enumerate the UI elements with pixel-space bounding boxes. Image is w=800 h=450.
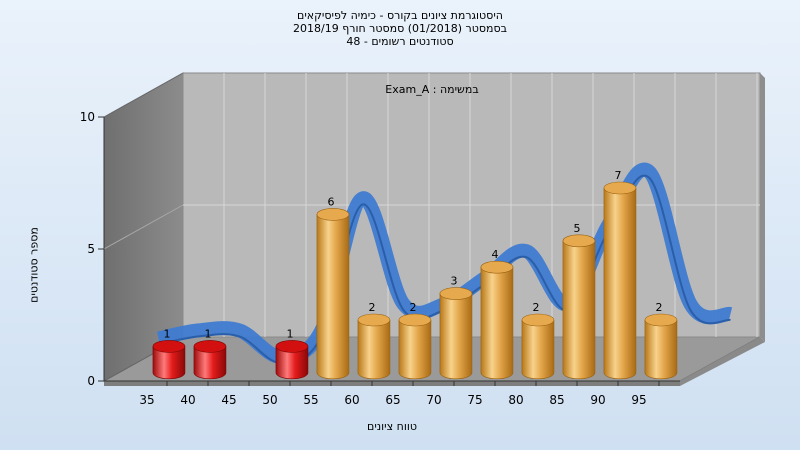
x-tick-label: 35	[139, 393, 154, 407]
chart-title-block: היסטוגרמת ציונים בקורס - כימיה לפיסיקאים…	[0, 9, 800, 48]
bar-top	[275, 340, 309, 353]
chart-floor-right-edge	[680, 337, 765, 386]
bar	[398, 313, 432, 380]
bar-value-label: 1	[204, 327, 211, 340]
bar-value-label: 4	[491, 248, 498, 261]
bar-body	[439, 293, 473, 380]
bar	[603, 181, 637, 380]
bar-body	[644, 319, 678, 380]
bar	[644, 313, 678, 380]
y-axis-label: מספר סטודנטים	[27, 227, 41, 303]
chart-floor-front-edge	[104, 381, 680, 386]
bar-value-label: 2	[409, 301, 416, 314]
y-tick-label: 10	[80, 110, 95, 124]
bar-value-label: 1	[286, 327, 293, 340]
bar	[275, 340, 309, 380]
bar-top	[316, 208, 350, 221]
bar-body	[357, 319, 391, 380]
bar	[562, 234, 596, 380]
bar	[316, 208, 350, 380]
bar-body	[193, 346, 227, 380]
task-annotation: Exam_A : במשימה	[385, 83, 478, 96]
bar-top	[562, 234, 596, 248]
y-tick-label: 0	[87, 374, 95, 388]
x-tick-label: 95	[631, 393, 646, 407]
bar	[357, 313, 391, 380]
chart-title-line-3: סטודנטים רשומים - 48	[346, 35, 454, 48]
bar-body	[480, 266, 514, 380]
bar	[193, 340, 227, 380]
bar-value-label: 1	[163, 327, 170, 340]
bar-body	[521, 319, 555, 380]
bar-top	[439, 287, 473, 300]
bar-top	[480, 260, 514, 274]
chart-back-wall-right-edge	[760, 73, 765, 342]
bar-body	[152, 346, 186, 380]
bar-top	[398, 313, 432, 327]
bar	[521, 313, 555, 380]
bar-body	[398, 319, 432, 380]
bar-top	[193, 340, 227, 353]
x-tick-label: 40	[180, 393, 195, 407]
bar	[152, 340, 186, 380]
x-axis: 35 40 45 50 55 60 65 70 75 80 85 90 95	[139, 381, 660, 407]
x-tick-label: 90	[590, 393, 605, 407]
bar-body	[316, 214, 350, 380]
x-tick-label: 60	[344, 393, 359, 407]
chart-title-line-2: בסמסטר (01/2018) סמסטר חורף 2018/19	[293, 22, 507, 35]
bar-top	[357, 313, 391, 327]
x-tick-label: 65	[385, 393, 400, 407]
bar-value-label: 7	[614, 169, 621, 182]
bar	[480, 260, 514, 380]
chart-title-line-1: היסטוגרמת ציונים בקורס - כימיה לפיסיקאים	[297, 9, 503, 22]
x-tick-label: 80	[508, 393, 523, 407]
bar	[439, 287, 473, 380]
x-tick-label: 85	[549, 393, 564, 407]
bar-value-label: 2	[368, 301, 375, 314]
x-tick-label: 45	[221, 393, 236, 407]
data-labels: 1 1 1 6 2 2 3 4 2 5 7 2	[163, 169, 662, 340]
y-tick-label: 5	[87, 242, 95, 256]
bar-top	[152, 340, 186, 353]
x-tick-label: 75	[467, 393, 482, 407]
bar-value-label: 5	[573, 222, 580, 235]
y-axis: 0 5 10	[80, 110, 104, 388]
bar-top	[644, 313, 678, 327]
bar-top	[521, 313, 555, 327]
bar-body	[562, 240, 596, 380]
bar-top	[603, 181, 637, 195]
x-tick-label: 50	[262, 393, 277, 407]
bar-value-label: 3	[450, 275, 457, 288]
x-axis-label: טווח ציונים	[367, 420, 417, 433]
x-tick-label: 55	[303, 393, 318, 407]
bar-value-label: 2	[655, 301, 662, 314]
bar-body	[603, 187, 637, 380]
bar-value-label: 2	[532, 301, 539, 314]
bar-value-label: 6	[327, 195, 334, 208]
grid-line-side	[103, 204, 184, 250]
bar-series	[152, 181, 678, 380]
bar-body	[275, 346, 309, 380]
x-tick-label: 70	[426, 393, 441, 407]
